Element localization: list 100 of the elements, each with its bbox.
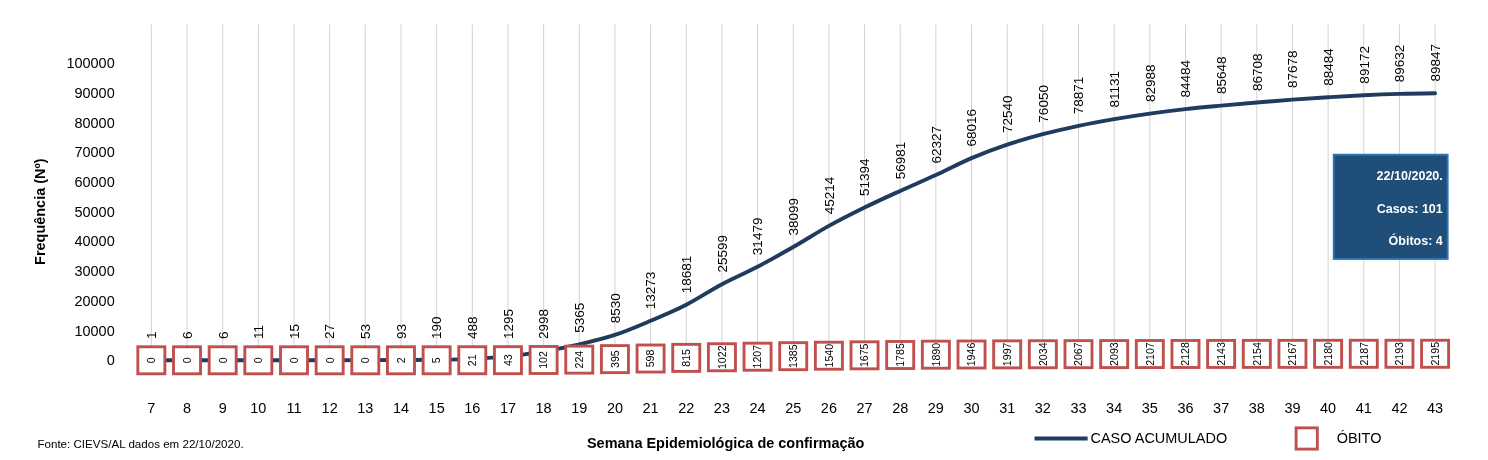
x-tick-label: 34 [1106,400,1123,417]
data-label: 25599 [714,235,730,273]
data-label: 43 [501,354,514,367]
legend-label: CASO ACUMULADO [1090,430,1228,447]
x-tick-label: 23 [713,400,730,417]
data-label: 2093 [1108,342,1121,366]
data-label: 88484 [1320,47,1336,86]
x-tick-label: 22 [678,400,695,417]
data-label: 2167 [1286,341,1299,366]
y-tick-label: 60000 [74,174,115,190]
x-tick-label: 26 [820,400,837,417]
legend-label: ÓBITO [1336,430,1382,447]
data-label: 89632 [1392,44,1408,83]
y-axis-title: Frequência (Nº) [32,158,49,265]
x-tick-label: 41 [1355,400,1372,417]
data-label: 190 [429,316,445,340]
data-label: 21 [466,354,479,367]
data-label: 0 [287,357,300,364]
data-label: 27 [322,324,338,340]
data-label: 38099 [786,197,802,236]
data-label: 102 [537,351,550,369]
data-label: 395 [608,350,621,368]
x-tick-label: 36 [1177,400,1194,417]
data-label: 15 [286,324,302,340]
data-label: 6 [215,331,231,340]
data-label: 1997 [1001,342,1014,367]
data-label: 1675 [858,343,871,368]
data-label: 18681 [679,255,695,294]
data-label: 76050 [1035,85,1051,123]
data-label: 1946 [965,342,978,367]
data-label: 0 [323,357,336,364]
data-label: 1785 [894,343,907,367]
x-tick-label: 43 [1427,400,1444,417]
data-label: 11 [251,325,267,340]
data-label: 53 [358,324,374,340]
data-label: 6 [179,331,195,340]
data-label: 78871 [1071,76,1087,115]
x-tick-label: 27 [856,400,873,417]
data-label: 89847 [1427,44,1443,82]
data-label: 62327 [928,125,944,164]
x-tick-label: 19 [571,400,588,417]
data-label: 0 [359,357,372,364]
y-tick-label: 0 [106,352,115,369]
data-label: 1 [144,331,160,340]
x-tick-label: 18 [535,400,552,417]
data-label: 1385 [787,344,800,368]
data-label: 82988 [1142,64,1158,103]
data-label: 488 [465,316,481,340]
data-label: 81131 [1106,70,1122,108]
data-label: 2143 [1215,342,1227,366]
data-label: 2034 [1036,342,1049,367]
x-tick-label: 40 [1320,400,1337,417]
data-label: 31479 [750,217,766,256]
y-tick-label: 80000 [74,114,115,131]
annotation: 22/10/2020. [1376,168,1443,183]
data-label: 68016 [964,108,980,147]
data-label: 2154 [1250,342,1263,366]
x-tick-label: 39 [1284,400,1301,417]
data-label: 84484 [1178,59,1194,98]
data-label: 2193 [1393,341,1406,366]
x-tick-label: 9 [218,400,227,417]
source-note: Fonte: CIEVS/AL dados em 22/10/2020. [37,438,244,451]
data-label: 89172 [1356,46,1372,84]
x-tick-label: 33 [1070,400,1087,417]
data-label: 56981 [893,141,909,180]
data-label: 5 [430,357,443,364]
x-tick-label: 38 [1248,400,1265,417]
data-label: 13273 [643,271,659,310]
y-tick-label: 100000 [66,55,115,72]
annotation: Casos: 101 [1376,201,1443,216]
data-label: 2 [394,357,407,364]
x-tick-label: 37 [1213,400,1230,417]
x-tick-label: 21 [642,400,659,417]
data-label: 815 [680,348,693,367]
data-label: 8530 [607,293,623,324]
x-tick-label: 14 [392,400,410,417]
x-tick-label: 20 [606,400,623,417]
x-tick-label: 12 [321,400,338,417]
x-tick-label: 13 [357,400,374,417]
data-label: 1022 [715,345,728,370]
y-tick-label: 50000 [74,203,115,220]
data-label: 86708 [1249,53,1265,91]
data-label: 93 [393,324,409,340]
annotation: Óbitos: 4 [1388,233,1443,249]
y-tick-label: 90000 [74,84,115,101]
x-tick-label: 29 [927,400,944,417]
data-label: 2187 [1357,341,1370,366]
x-tick-label: 28 [892,400,909,417]
data-label: 1540 [822,343,835,368]
data-label: 5365 [572,302,588,333]
y-tick-label: 30000 [74,263,115,280]
x-tick-label: 17 [499,400,516,417]
data-label: 2998 [536,309,552,340]
x-tick-label: 16 [464,400,481,417]
data-label: 0 [145,357,158,364]
data-label: 2107 [1143,342,1156,366]
data-label: 45214 [821,176,837,215]
data-label: 85648 [1213,56,1229,95]
data-label: 1890 [929,342,942,367]
data-label: 1207 [751,344,764,369]
